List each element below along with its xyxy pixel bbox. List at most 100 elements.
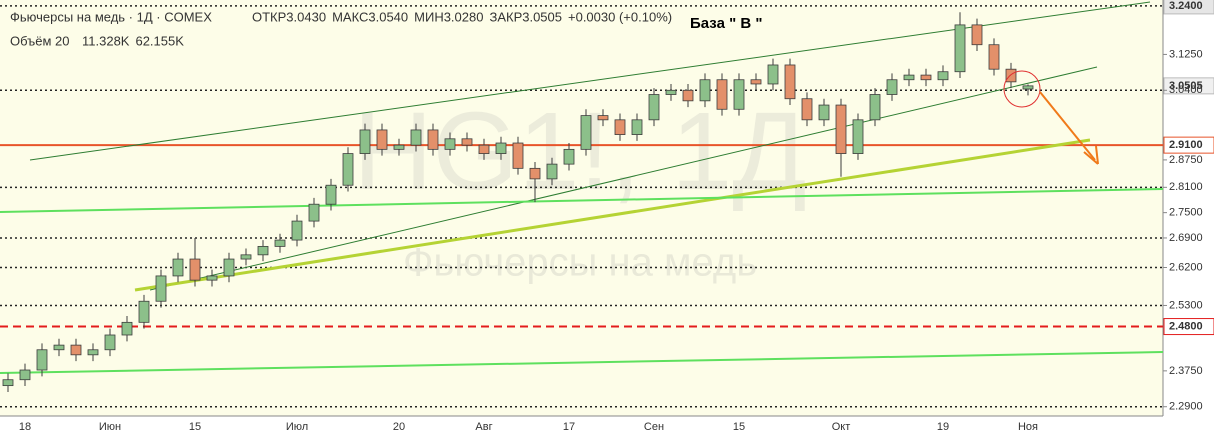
volume-value: 11.328K bbox=[82, 33, 130, 48]
y-tick-label: 3.0400 bbox=[1169, 84, 1203, 96]
candle-body bbox=[478, 144, 490, 154]
price-label-box bbox=[1163, 77, 1214, 95]
trend-line bbox=[149, 66, 1098, 291]
candle-body bbox=[155, 275, 167, 302]
candle-body bbox=[869, 94, 881, 121]
watermark: HG1!, 1Д bbox=[353, 90, 807, 213]
candle-body bbox=[274, 239, 286, 247]
y-tick-label: 2.4800 bbox=[1169, 320, 1203, 332]
x-tick-label: Сен bbox=[644, 421, 664, 433]
candle-body bbox=[699, 79, 711, 102]
candle-body bbox=[121, 321, 133, 336]
header-value: МАКС3.0540 bbox=[332, 9, 408, 24]
candle-body bbox=[648, 94, 660, 121]
candle-body bbox=[733, 79, 745, 110]
header: Фьючерсы на медь · 1Д · COMEX Объём 20 О… bbox=[10, 9, 672, 48]
candle-body bbox=[172, 258, 184, 277]
candle-body bbox=[2, 379, 14, 387]
trend-line bbox=[0, 351, 1164, 374]
highlight-circle bbox=[1003, 70, 1041, 108]
candle-body bbox=[495, 142, 507, 154]
candle-body bbox=[988, 44, 1000, 70]
candle-body bbox=[410, 129, 422, 146]
candle-body bbox=[750, 79, 762, 85]
volume-label: Объём 20 bbox=[10, 33, 70, 48]
header-value: МИН3.0280 bbox=[414, 9, 483, 24]
candle-body bbox=[529, 167, 541, 180]
x-tick-label: Окт bbox=[832, 421, 851, 433]
x-tick-label: Ноя bbox=[1018, 421, 1038, 433]
x-tick-label: Июл bbox=[286, 421, 308, 433]
header-value: ЗАКР3.0505 bbox=[489, 9, 562, 24]
candle-body bbox=[682, 89, 694, 102]
candle-body bbox=[1005, 68, 1017, 83]
header-value: ОТКР3.0430 bbox=[252, 9, 326, 24]
y-tick-label: 3.2400 bbox=[1169, 0, 1203, 12]
candle-body bbox=[291, 220, 303, 241]
price-label-box bbox=[1163, 0, 1214, 15]
candle-body bbox=[716, 79, 728, 110]
watermark: Фьючерсы на медь bbox=[403, 241, 757, 285]
y-tick-label: 2.8750 bbox=[1169, 154, 1203, 166]
candle-body bbox=[240, 254, 252, 260]
y-tick-label: 2.9100 bbox=[1169, 139, 1203, 151]
candle-body bbox=[342, 153, 354, 186]
x-tick-label: 20 bbox=[393, 421, 405, 433]
candle-body bbox=[36, 349, 48, 371]
y-tick-label: 2.3750 bbox=[1169, 365, 1203, 377]
price-axis bbox=[1163, 0, 1214, 436]
price-label-box bbox=[1163, 136, 1214, 154]
candle-body bbox=[104, 334, 116, 351]
candle-body bbox=[546, 163, 558, 180]
x-tick-label: 15 bbox=[733, 421, 745, 433]
candle-body bbox=[308, 203, 320, 222]
candle-body bbox=[580, 115, 592, 150]
candle-body bbox=[835, 104, 847, 154]
candle-body bbox=[937, 71, 949, 81]
candle-body bbox=[53, 344, 65, 351]
y-tick-label: 3.1250 bbox=[1169, 48, 1203, 60]
y-tick-label: 2.7500 bbox=[1169, 207, 1203, 219]
annotation: База " В " bbox=[690, 15, 762, 32]
volume-value: 62.155K bbox=[135, 33, 184, 48]
candle-body bbox=[920, 74, 932, 81]
trend-line bbox=[0, 188, 1164, 213]
candle-body bbox=[223, 258, 235, 277]
candle-body bbox=[597, 115, 609, 121]
candle-body bbox=[614, 119, 626, 135]
candle-body bbox=[563, 148, 575, 165]
candle-body bbox=[393, 144, 405, 150]
candle-body bbox=[767, 64, 779, 85]
candle-body bbox=[87, 349, 99, 356]
candle-body bbox=[852, 119, 864, 154]
candle-body bbox=[801, 98, 813, 121]
candle-body bbox=[70, 344, 82, 356]
x-tick-label: Июн bbox=[99, 421, 121, 433]
candle-body bbox=[818, 104, 830, 121]
candle-body bbox=[427, 129, 439, 150]
x-tick-label: 19 bbox=[937, 421, 949, 433]
y-tick-label: 2.2900 bbox=[1169, 401, 1203, 413]
candle-body bbox=[631, 119, 643, 135]
x-tick-label: 18 bbox=[19, 421, 31, 433]
y-tick-label: 2.8100 bbox=[1169, 181, 1203, 193]
y-tick-label: 2.5300 bbox=[1169, 299, 1203, 311]
candle-body bbox=[886, 79, 898, 95]
price-label-box bbox=[1163, 318, 1214, 336]
candle-body bbox=[359, 129, 371, 154]
candle-body bbox=[954, 24, 966, 73]
candle-body bbox=[138, 300, 150, 323]
trend-line bbox=[134, 138, 1091, 292]
arrow-head bbox=[1083, 145, 1099, 165]
header-value: +0.0030 (+0.10%) bbox=[568, 9, 672, 24]
candle-body bbox=[206, 275, 218, 281]
y-tick-label: 3.0505 bbox=[1169, 80, 1203, 92]
candle-body bbox=[1022, 85, 1034, 90]
candle-body bbox=[19, 369, 31, 381]
candle-body bbox=[971, 24, 983, 46]
candle-body bbox=[376, 129, 388, 150]
y-tick-label: 2.6900 bbox=[1169, 232, 1203, 244]
candle-body bbox=[257, 245, 269, 256]
x-tick-label: 17 bbox=[563, 421, 575, 433]
